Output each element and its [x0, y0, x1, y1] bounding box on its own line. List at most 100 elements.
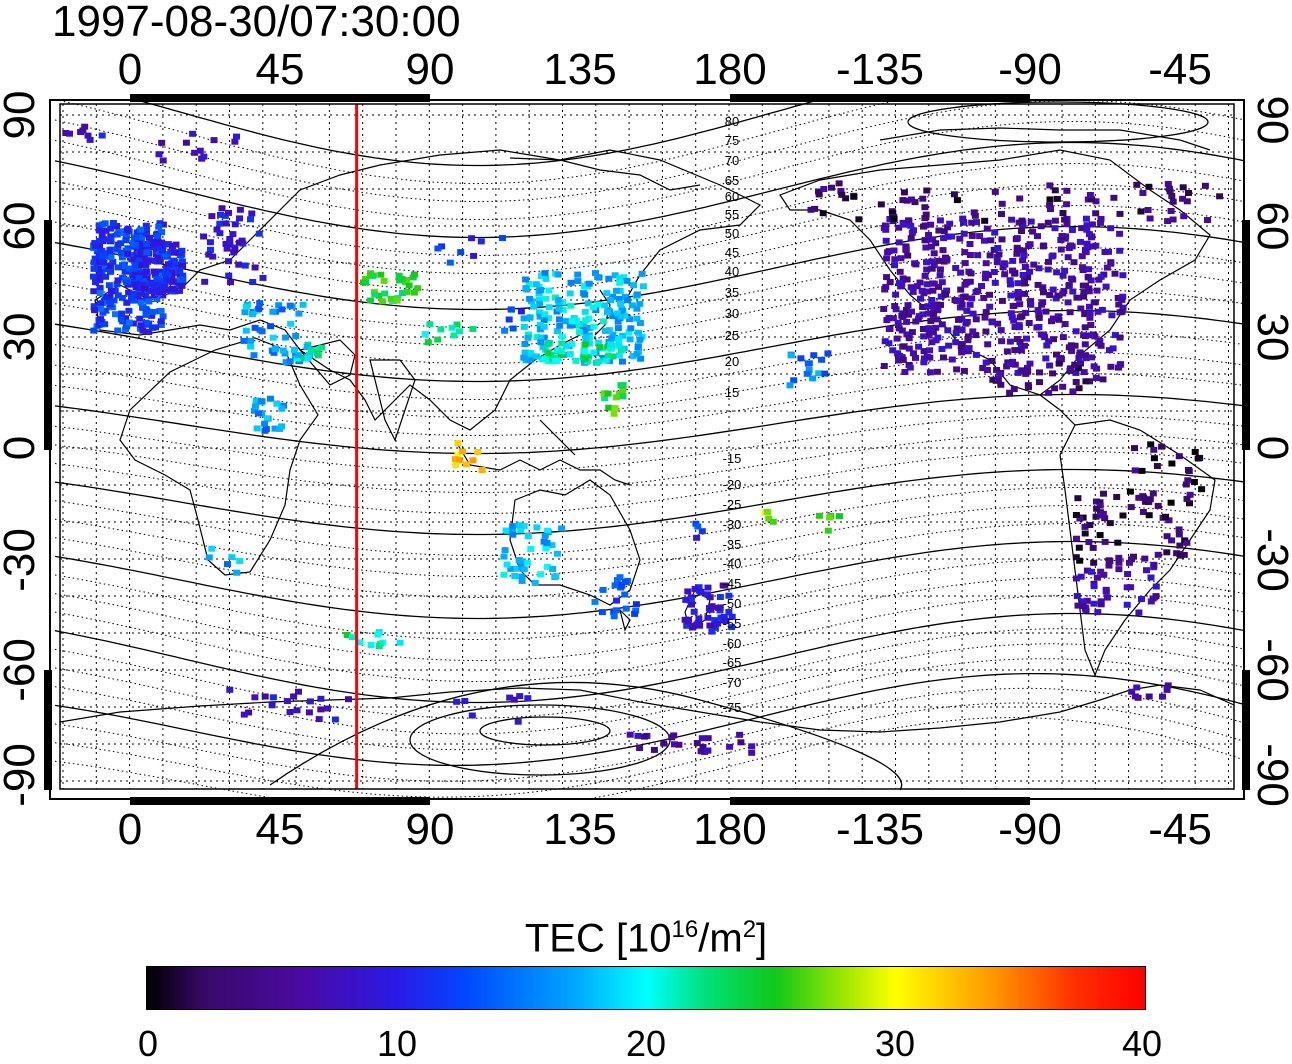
tec-sample [612, 607, 620, 614]
tec-sample [1113, 494, 1121, 500]
tec-sample [536, 322, 544, 329]
top-tick-label: 0 [117, 45, 143, 94]
tec-sample [532, 281, 540, 288]
tec-sample [142, 311, 150, 318]
tec-sample [137, 269, 145, 276]
tec-sample [922, 237, 930, 244]
tec-sample [907, 235, 915, 242]
tec-sample [283, 698, 291, 705]
colorbar-tick: 20 [625, 1023, 667, 1064]
tec-sample [953, 325, 961, 332]
tec-sample [164, 271, 172, 278]
tec-sample [611, 405, 619, 411]
tec-sample [889, 347, 897, 354]
tec-sample [944, 224, 952, 231]
tec-sample [1168, 537, 1176, 544]
right-tick-label: 60 [1248, 201, 1292, 251]
tec-sample [555, 305, 563, 312]
tec-sample [1137, 208, 1145, 215]
tec-sample [1090, 600, 1098, 607]
tec-sample [815, 191, 823, 198]
tec-sample [930, 302, 937, 309]
tec-sample [716, 594, 724, 600]
tec-sample [1021, 280, 1028, 287]
tec-sample [693, 534, 701, 541]
tec-sample [891, 256, 899, 263]
tec-sample [1049, 315, 1057, 322]
tec-sample [249, 279, 257, 285]
tec-sample [545, 304, 553, 311]
tec-sample [815, 512, 823, 519]
tec-sample [200, 233, 208, 240]
tec-sample [1015, 324, 1023, 331]
tec-sample [522, 285, 530, 292]
tec-sample [96, 243, 103, 250]
tec-sample [1027, 298, 1035, 305]
tec-sample [804, 360, 812, 367]
tec-sample [995, 251, 1003, 258]
tec-sample [271, 346, 279, 353]
tec-sample [922, 244, 930, 251]
tec-sample [154, 232, 162, 239]
tec-sample [366, 297, 374, 304]
tec-sample [395, 272, 403, 279]
tec-sample [708, 603, 716, 610]
bottom-tick-label: 45 [255, 805, 305, 854]
tec-sample [1091, 299, 1099, 306]
tec-sample [961, 260, 969, 267]
tec-sample [592, 270, 599, 277]
timestamp-title: 1997-08-30/07:30:00 [52, 0, 461, 46]
tec-sample [223, 245, 231, 252]
tec-sample [1049, 370, 1057, 377]
tec-sample [594, 274, 602, 281]
tec-sample [911, 199, 919, 206]
tec-sample [1081, 311, 1089, 318]
tec-sample [348, 634, 356, 641]
tec-sample [736, 731, 744, 738]
tec-sample [159, 278, 167, 285]
tec-sample [1119, 293, 1127, 300]
tec-sample [1169, 198, 1177, 205]
tec-sample [189, 130, 197, 137]
tec-sample [521, 349, 529, 356]
tec-sample [90, 288, 98, 295]
tec-sample [908, 329, 916, 336]
tec-sample [278, 423, 286, 430]
tec-sample [944, 327, 952, 334]
tec-sample [1046, 362, 1054, 369]
tec-sample [1011, 324, 1019, 330]
tec-sample [1026, 360, 1034, 367]
tec-sample [1084, 244, 1092, 251]
tec-sample [1141, 498, 1149, 505]
tec-sample [1073, 593, 1081, 599]
tec-sample [972, 316, 980, 323]
tec-sample [937, 293, 945, 300]
tec-sample [884, 249, 892, 256]
tec-sample [1018, 367, 1026, 374]
tec-sample [1079, 264, 1087, 271]
tec-sample [960, 230, 968, 237]
tec-sample [138, 234, 146, 241]
tec-sample [1103, 264, 1111, 271]
tec-sample [1057, 246, 1065, 253]
tec-sample [1035, 314, 1043, 321]
tec-sample [241, 262, 249, 269]
tec-sample [613, 597, 620, 604]
tec-sample [1019, 247, 1027, 254]
tec-sample [525, 281, 533, 287]
tec-sample [579, 321, 587, 328]
tec-sample [241, 309, 249, 316]
tec-sample [914, 316, 922, 323]
tec-sample [1072, 575, 1080, 582]
tec-sample [367, 642, 375, 648]
tec-sample [895, 357, 902, 364]
tec-sample [521, 341, 529, 347]
tec-sample [434, 336, 442, 343]
tec-sample [1063, 201, 1071, 208]
tec-sample [142, 319, 150, 326]
tec-sample [99, 309, 107, 316]
tec-sample [885, 340, 893, 347]
top-tick-label: 180 [693, 45, 767, 94]
tec-sample [556, 322, 564, 329]
tec-sample [636, 336, 644, 343]
